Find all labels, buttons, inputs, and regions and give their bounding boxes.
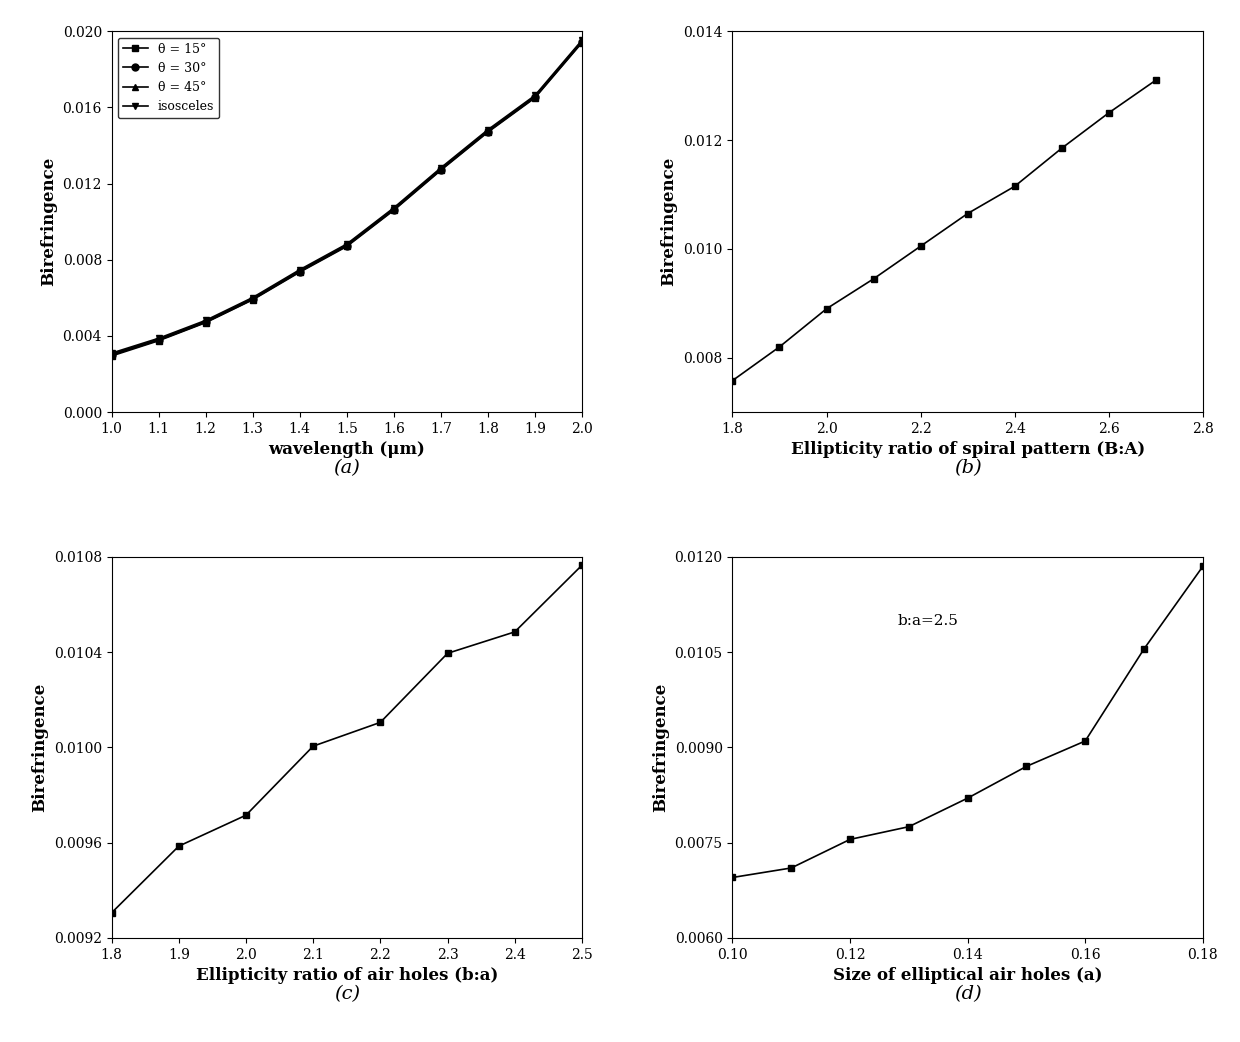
Line: θ = 45°: θ = 45° (108, 38, 585, 357)
Text: (d): (d) (954, 985, 982, 1002)
θ = 15° (293, 266, 308, 278)
isosceles (574, 34, 589, 47)
θ = 15° (387, 204, 402, 217)
θ = 30° (293, 266, 308, 278)
θ = 45° (387, 202, 402, 215)
θ = 30° (198, 316, 213, 328)
θ = 15° (480, 126, 495, 139)
θ = 30° (246, 293, 260, 305)
θ = 30° (480, 125, 495, 138)
Line: isosceles: isosceles (108, 36, 585, 356)
θ = 45° (527, 91, 542, 103)
θ = 30° (340, 240, 355, 252)
Text: (b): (b) (954, 460, 982, 477)
Legend: θ = 15°, θ = 30°, θ = 45°, isosceles: θ = 15°, θ = 30°, θ = 45°, isosceles (118, 38, 219, 118)
isosceles (387, 201, 402, 214)
Text: (a): (a) (334, 460, 360, 477)
isosceles (104, 347, 119, 359)
θ = 15° (574, 36, 589, 49)
θ = 30° (151, 333, 166, 346)
Line: θ = 15°: θ = 15° (108, 40, 585, 359)
Text: (c): (c) (334, 985, 360, 1002)
θ = 30° (104, 349, 119, 362)
Line: θ = 30°: θ = 30° (108, 39, 585, 358)
θ = 45° (340, 239, 355, 251)
θ = 15° (246, 294, 260, 306)
X-axis label: wavelength (μm): wavelength (μm) (268, 442, 425, 458)
θ = 30° (574, 35, 589, 48)
X-axis label: Size of elliptical air holes (a): Size of elliptical air holes (a) (833, 967, 1102, 984)
θ = 30° (434, 164, 449, 176)
θ = 15° (434, 164, 449, 176)
θ = 30° (527, 91, 542, 103)
isosceles (246, 292, 260, 304)
θ = 15° (198, 317, 213, 329)
θ = 15° (527, 92, 542, 104)
isosceles (293, 264, 308, 276)
θ = 15° (104, 350, 119, 363)
θ = 30° (387, 203, 402, 216)
θ = 45° (574, 35, 589, 48)
isosceles (434, 162, 449, 174)
Y-axis label: Birefringence: Birefringence (652, 683, 670, 812)
Y-axis label: Birefringence: Birefringence (661, 157, 678, 287)
θ = 45° (434, 163, 449, 175)
X-axis label: Ellipticity ratio of spiral pattern (B:A): Ellipticity ratio of spiral pattern (B:A… (791, 442, 1145, 458)
θ = 45° (480, 124, 495, 137)
isosceles (527, 90, 542, 102)
Text: b:a=2.5: b:a=2.5 (897, 615, 959, 628)
isosceles (340, 238, 355, 250)
isosceles (480, 123, 495, 135)
θ = 15° (151, 334, 166, 347)
X-axis label: Ellipticity ratio of air holes (b:a): Ellipticity ratio of air holes (b:a) (196, 967, 498, 984)
θ = 45° (293, 265, 308, 277)
isosceles (198, 314, 213, 326)
θ = 45° (198, 315, 213, 327)
θ = 15° (340, 241, 355, 253)
Y-axis label: Birefringence: Birefringence (31, 683, 48, 812)
θ = 45° (246, 292, 260, 304)
θ = 45° (104, 348, 119, 361)
isosceles (151, 332, 166, 345)
Y-axis label: Birefringence: Birefringence (40, 157, 57, 287)
θ = 45° (151, 333, 166, 346)
